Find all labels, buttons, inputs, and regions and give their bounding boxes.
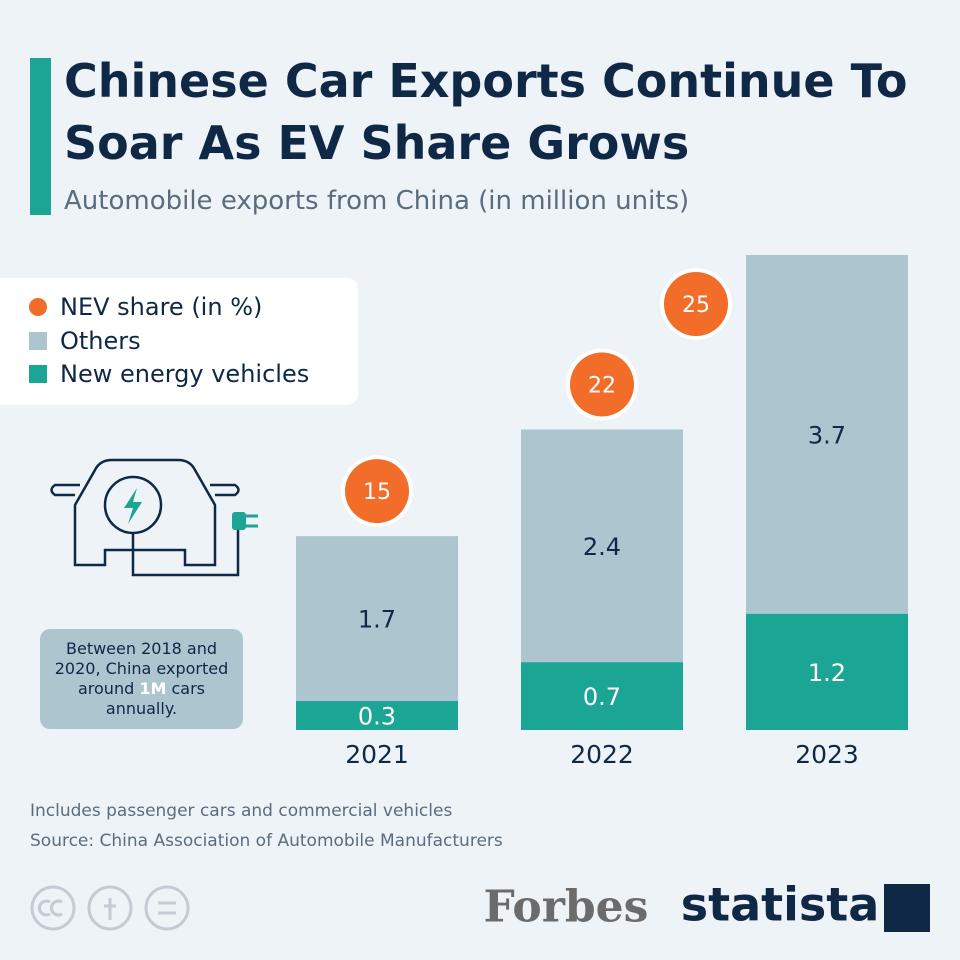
bar-segment [296, 536, 458, 701]
value-label: 0.7 [583, 683, 621, 711]
bar-segment [296, 700, 458, 730]
forbes-logo: Forbes [484, 882, 649, 933]
share-bubble [345, 459, 409, 524]
statista-icon [884, 884, 930, 932]
share-label: 15 [363, 480, 391, 505]
bar-segment [521, 662, 683, 730]
bolt-icon [124, 488, 142, 524]
annotation-text: Between 2018 and 2020, China exported ar… [54, 639, 229, 698]
legend-label: New energy vehicles [60, 360, 309, 388]
annotation-text: cars annually. [105, 679, 205, 718]
note: Includes passenger cars and commercial v… [30, 801, 453, 821]
legend-box [0, 278, 358, 405]
share-label: 25 [682, 293, 710, 318]
share-label: 22 [588, 373, 616, 398]
value-label: 2.4 [583, 533, 621, 561]
legend-marker [29, 298, 47, 316]
legend-label: Others [60, 327, 141, 355]
source: Source: China Association of Automobile … [30, 831, 503, 851]
bar-segment [746, 255, 908, 614]
chart-title: Chinese Car Exports Continue To Soar As … [64, 54, 908, 170]
title-accent [30, 58, 51, 215]
value-label: 1.2 [808, 659, 846, 687]
bar-segment [746, 613, 908, 730]
bar-segment [521, 429, 683, 663]
x-tick-label: 2021 [345, 740, 409, 769]
legend-label: NEV share (in %) [60, 293, 262, 321]
value-label: 1.7 [358, 606, 396, 634]
license-icons [30, 885, 190, 931]
plug-pins [246, 514, 258, 528]
statista-logo: statista [681, 878, 880, 932]
legend-marker [29, 332, 47, 350]
value-label: 0.3 [358, 702, 396, 730]
share-bubble [570, 352, 634, 417]
legend-marker [29, 365, 47, 383]
share-bubble [664, 272, 728, 336]
annotation: Between 2018 and 2020, China exported ar… [40, 629, 243, 729]
plug-icon [232, 512, 246, 530]
ev-icon [50, 458, 240, 577]
x-tick-label: 2022 [570, 740, 634, 769]
annotation-highlight: 1M [139, 679, 167, 698]
chart-subtitle: Automobile exports from China (in millio… [64, 186, 690, 216]
value-label: 3.7 [808, 421, 846, 449]
x-tick-label: 2023 [795, 740, 859, 769]
